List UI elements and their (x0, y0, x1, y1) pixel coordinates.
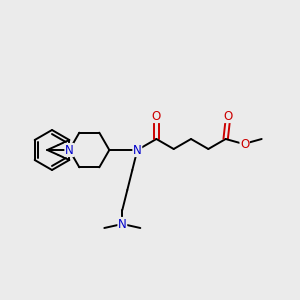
Text: O: O (223, 110, 232, 122)
Text: O: O (240, 137, 249, 151)
Text: N: N (133, 143, 142, 157)
Text: N: N (65, 143, 74, 157)
Text: O: O (152, 110, 161, 122)
Text: N: N (118, 218, 127, 230)
